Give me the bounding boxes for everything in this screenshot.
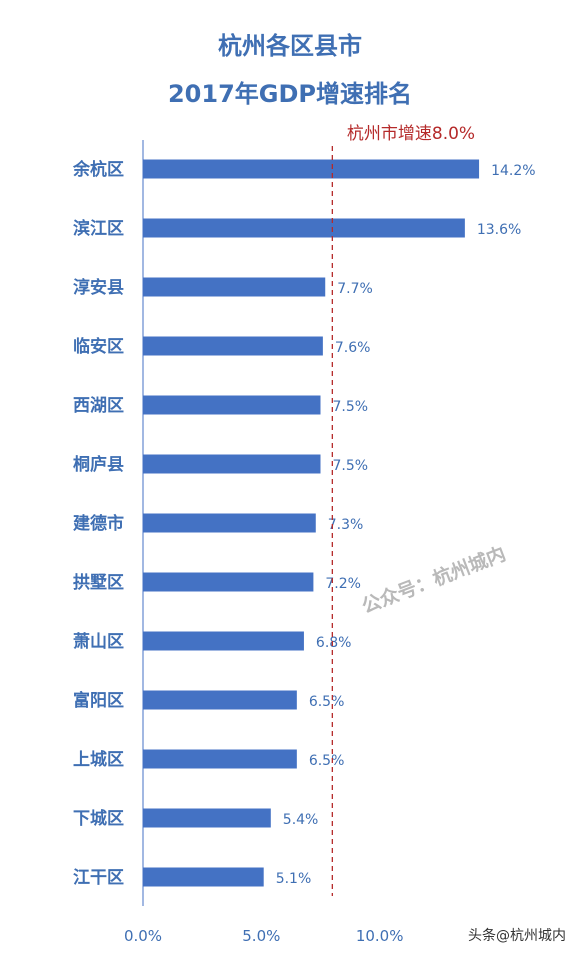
bar	[143, 808, 271, 828]
x-tick-label: 10.0%	[356, 927, 404, 945]
category-label: 建德市	[73, 513, 124, 534]
bar	[143, 454, 321, 474]
bar	[143, 159, 480, 179]
data-label: 13.6%	[477, 222, 521, 238]
category-label: 滨江区	[73, 218, 124, 239]
chart-subtitle: 2017年GDP增速排名	[167, 80, 412, 108]
data-label: 7.3%	[328, 517, 364, 533]
bar	[143, 749, 297, 769]
chart-title: 杭州各区县市	[218, 32, 362, 60]
bar	[143, 336, 323, 356]
data-label: 7.2%	[325, 576, 361, 592]
category-label: 下城区	[73, 809, 124, 829]
x-tick-label: 0.0%	[124, 927, 162, 945]
category-label: 余杭区	[72, 159, 124, 180]
bar	[143, 218, 465, 238]
category-label: 西湖区	[73, 396, 124, 416]
data-label: 6.5%	[309, 753, 345, 769]
data-label: 14.2%	[491, 163, 535, 179]
x-tick-label: 5.0%	[242, 927, 280, 945]
category-label: 江干区	[73, 868, 124, 888]
category-label: 临安区	[73, 336, 124, 357]
bar	[143, 572, 314, 592]
category-label: 拱墅区	[73, 572, 124, 593]
source-credit: 头条@杭州城内	[468, 927, 566, 944]
category-label: 淳安县	[73, 277, 124, 298]
data-label: 7.5%	[333, 458, 369, 474]
bar	[143, 690, 297, 710]
data-label: 7.6%	[335, 340, 371, 356]
reference-line-label: 杭州市增速8.0%	[347, 124, 475, 144]
category-label: 萧山区	[73, 632, 124, 652]
bar	[143, 513, 316, 533]
data-label: 6.5%	[309, 694, 345, 710]
bar	[143, 867, 264, 887]
data-label: 7.7%	[337, 281, 373, 297]
data-label: 7.5%	[333, 399, 369, 415]
category-label: 桐庐县	[73, 454, 124, 475]
watermark-text: 公众号：杭州城内	[359, 542, 509, 618]
data-label: 6.8%	[316, 635, 352, 651]
data-label: 5.4%	[283, 812, 319, 828]
bar	[143, 631, 304, 651]
category-label: 上城区	[73, 750, 124, 770]
category-label: 富阳区	[73, 690, 124, 711]
bar	[143, 277, 326, 297]
bar	[143, 395, 321, 415]
data-label: 5.1%	[276, 871, 312, 887]
